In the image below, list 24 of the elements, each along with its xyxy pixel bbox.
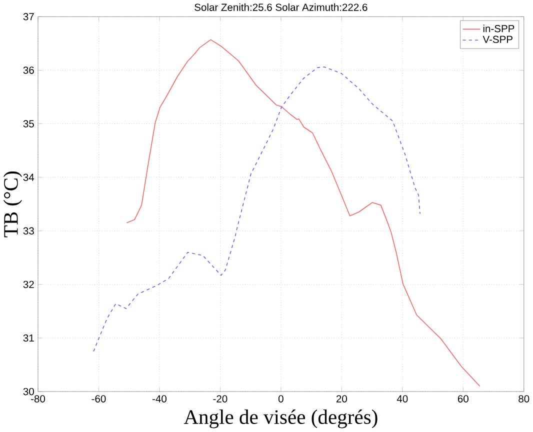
y-tick-label: 35 [23,120,34,128]
y-tick-label: 34 [23,174,34,182]
chart-title: Solar Zenith:25.6 Solar Azimuth:222.6 [194,4,368,12]
x-tick-label: 60 [458,395,468,403]
x-tick-label: -80 [31,395,46,403]
x-tick-label: -40 [152,395,166,403]
y-axis-title: TB (°C) [3,172,22,238]
x-tick-label: -20 [213,395,228,403]
legend-label: V-SPP [482,36,512,44]
x-tick-label: -60 [92,395,106,403]
x-axis-title: Angle de visée (degrés) [184,410,378,428]
line-series [93,66,420,352]
y-tick-label: 30 [23,388,34,396]
y-tick-label: 37 [23,13,34,20]
x-tick-label: 40 [396,395,408,403]
y-tick-label: 36 [23,66,34,74]
x-tick-label: 80 [518,395,530,403]
y-tick-label: 32 [23,280,34,288]
x-tick-label: 0 [278,395,284,403]
y-tick-label: 33 [23,227,34,235]
x-tick-label: 20 [336,395,347,403]
line-series [126,39,480,387]
y-tick-label: 31 [23,334,34,342]
legend-label: in-SPP [483,24,514,32]
